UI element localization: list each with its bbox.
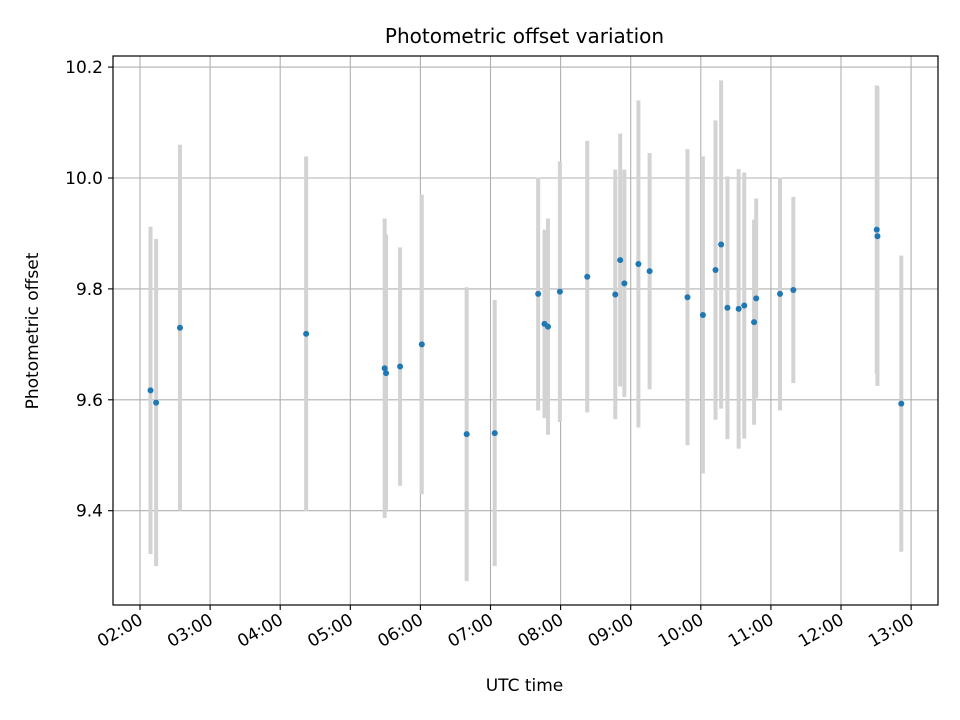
y-axis-ticks: 9.4 9.6 9.8 10.0 10.2	[65, 58, 113, 522]
y-tick-label: 9.6	[76, 391, 103, 411]
plot-frame	[112, 55, 939, 606]
x-tick-label: 03:00	[164, 610, 216, 652]
data-point	[684, 294, 691, 301]
data-point	[874, 233, 881, 240]
data-point	[751, 319, 758, 326]
x-tick-label: 04:00	[234, 610, 286, 652]
data-point	[303, 330, 310, 337]
error-bars	[148, 80, 904, 582]
data-point	[699, 311, 706, 318]
data-point	[718, 241, 725, 248]
x-tick-label: 06:00	[374, 610, 426, 652]
x-tick-label: 13:00	[865, 610, 917, 652]
x-tick-label: 07:00	[445, 610, 497, 652]
data-point	[491, 430, 498, 437]
x-tick-label: 11:00	[725, 610, 777, 652]
x-axis-label: UTC time	[486, 676, 564, 696]
data-point	[612, 291, 619, 298]
data-point	[556, 288, 563, 295]
y-tick-label: 10.2	[65, 58, 103, 78]
data-point	[418, 341, 425, 348]
data-point	[617, 257, 624, 264]
data-point	[712, 267, 719, 274]
data-point	[635, 260, 642, 267]
x-axis-ticks: 02:00 03:00 04:00 05:00 06:00 07:00 08:00 09:00…	[94, 605, 918, 652]
x-tick-label: 05:00	[304, 610, 356, 652]
data-point	[753, 295, 760, 302]
data-point	[646, 268, 653, 275]
data-point	[735, 305, 742, 312]
y-axis-label: Photometric offset	[23, 252, 43, 409]
data-point	[898, 400, 905, 407]
y-tick-label: 9.4	[76, 502, 103, 522]
grid-lines	[113, 56, 938, 605]
y-tick-label: 10.0	[65, 169, 103, 189]
data-point	[147, 387, 154, 394]
data-point	[777, 290, 784, 297]
data-point	[724, 304, 731, 311]
data-point	[544, 323, 551, 330]
data-point	[873, 226, 880, 233]
x-tick-label: 08:00	[515, 610, 567, 652]
data-point	[741, 302, 748, 309]
x-tick-label: 10:00	[655, 610, 707, 652]
data-point	[153, 399, 160, 406]
data-point	[463, 431, 470, 438]
y-tick-label: 9.8	[76, 280, 103, 300]
x-tick-label: 02:00	[94, 610, 146, 652]
data-points	[147, 226, 905, 438]
data-point	[535, 290, 542, 297]
data-point	[383, 370, 390, 377]
x-tick-label: 09:00	[585, 610, 637, 652]
data-point	[790, 287, 797, 294]
data-point	[176, 324, 183, 331]
data-point	[621, 280, 628, 287]
data-point	[584, 273, 591, 280]
chart-title: Photometric offset variation	[385, 24, 664, 48]
data-point	[397, 363, 404, 370]
x-tick-label: 12:00	[795, 610, 847, 652]
data-point	[381, 365, 388, 372]
